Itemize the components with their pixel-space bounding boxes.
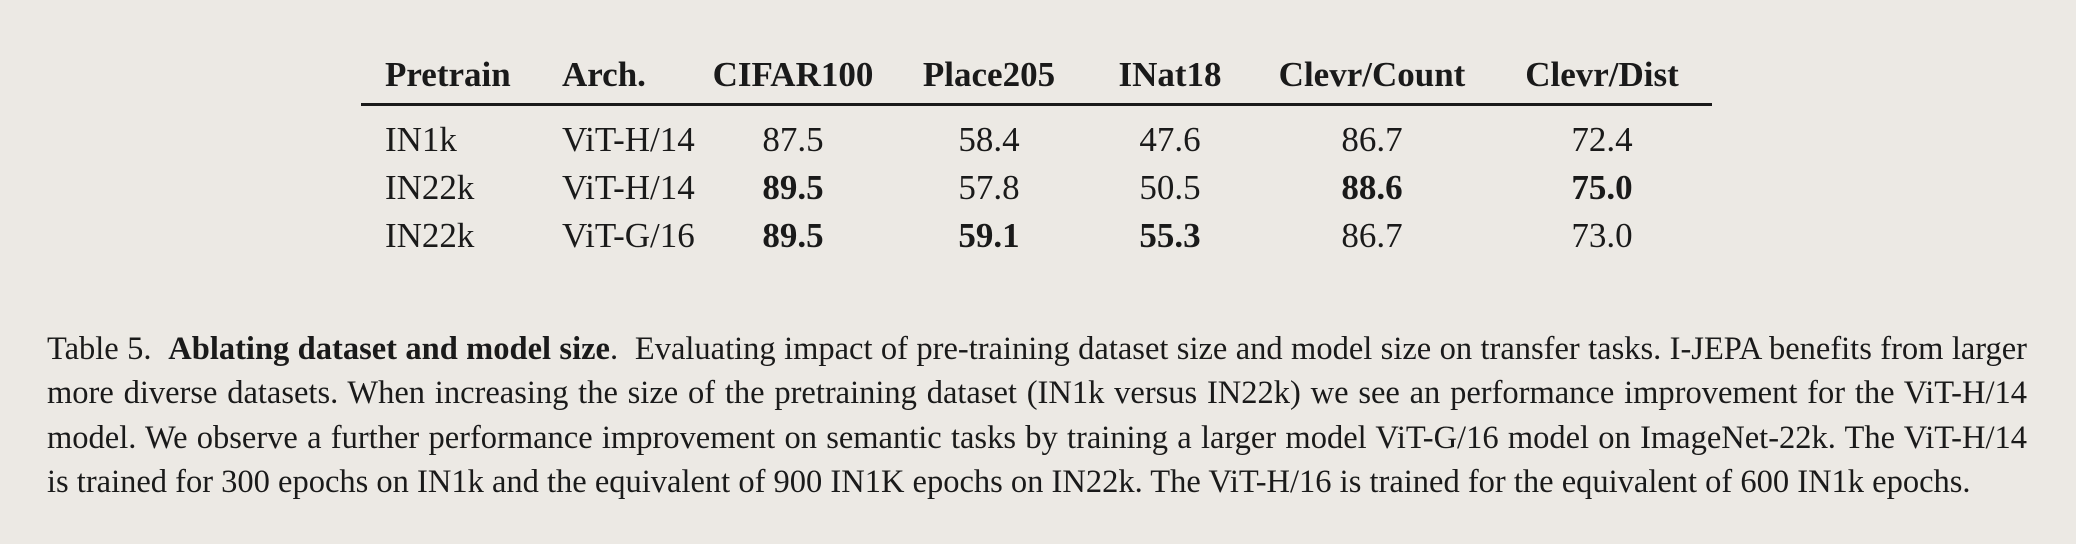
header-inat18: INat18 (1088, 47, 1252, 106)
cell-pretrain: IN1k (385, 120, 457, 159)
table-row: IN1k ViT-H/14 87.5 58.4 47.6 86.7 72.4 (361, 105, 1712, 165)
cell-arch: ViT-H/14 (562, 168, 695, 207)
cell-arch: ViT-G/16 (562, 216, 695, 255)
results-table: Pretrain Arch. CIFAR100 Place205 INat18 … (361, 47, 1712, 260)
cell-clevr-dist: 75.0 (1571, 168, 1633, 207)
header-clevr-dist: Clevr/Dist (1492, 47, 1712, 106)
caption-body: Evaluating impact of pre-training datase… (47, 330, 2028, 501)
header-arch: Arch. (538, 47, 696, 106)
cell-pretrain: IN22k (385, 168, 475, 207)
cell-inat18: 55.3 (1139, 216, 1201, 255)
cell-cifar100: 89.5 (762, 168, 824, 207)
cell-inat18: 50.5 (1139, 168, 1201, 207)
table-header-row: Pretrain Arch. CIFAR100 Place205 INat18 … (361, 47, 1712, 106)
header-place205: Place205 (890, 47, 1088, 106)
header-cifar100: CIFAR100 (696, 47, 890, 106)
cell-clevr-count: 86.7 (1341, 216, 1403, 255)
header-pretrain: Pretrain (361, 47, 538, 106)
table-row: IN22k ViT-G/16 89.5 59.1 55.3 86.7 73.0 (361, 212, 1712, 260)
caption-title: Ablating dataset and model size (168, 330, 610, 367)
cell-clevr-dist: 73.0 (1571, 216, 1633, 255)
cell-clevr-dist: 72.4 (1571, 120, 1633, 159)
cell-inat18: 47.6 (1139, 120, 1201, 159)
header-clevr-count: Clevr/Count (1252, 47, 1492, 106)
cell-arch: ViT-H/14 (562, 120, 695, 159)
cell-pretrain: IN22k (385, 216, 475, 255)
table-caption: Table 5. Ablating dataset and model size… (47, 330, 2028, 501)
cell-clevr-count: 88.6 (1341, 168, 1403, 207)
caption-label: Table 5. (47, 330, 152, 367)
cell-cifar100: 89.5 (762, 216, 824, 255)
cell-place205: 59.1 (958, 216, 1020, 255)
cell-clevr-count: 86.7 (1341, 120, 1403, 159)
table-row: IN22k ViT-H/14 89.5 57.8 50.5 88.6 75.0 (361, 164, 1712, 212)
cell-place205: 58.4 (958, 120, 1020, 159)
cell-cifar100: 87.5 (762, 120, 824, 159)
cell-place205: 57.8 (958, 168, 1020, 207)
